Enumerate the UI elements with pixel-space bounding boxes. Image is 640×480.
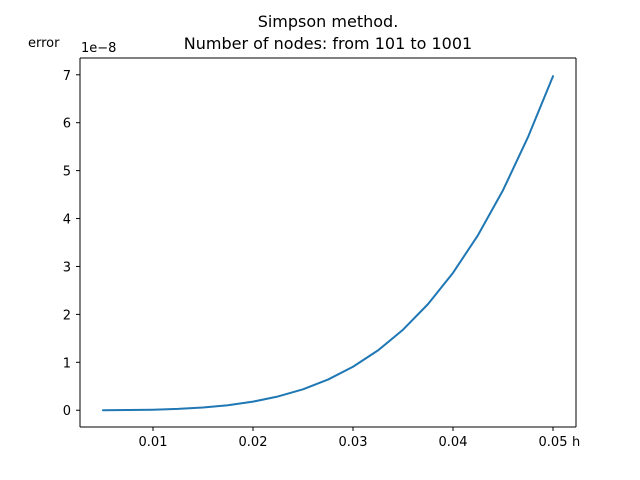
y-tick-label: 4 [63, 213, 71, 228]
chart-title-line-2: Number of nodes: from 101 to 1001 [184, 34, 472, 53]
y-tick-label: 1 [63, 356, 71, 371]
x-tick-label: 0.05 [539, 435, 568, 450]
x-tick-label: 0.04 [439, 435, 468, 450]
series-group [102, 75, 554, 412]
y-tick-label: 2 [63, 308, 71, 323]
y-axis-ticks: 0 1 2 3 4 5 6 7 [63, 69, 80, 419]
y-axis-label: error [28, 36, 60, 51]
x-axis-label: h [572, 435, 580, 450]
y-axis-offset-label: 1e−8 [81, 41, 116, 56]
y-tick-label: 6 [63, 117, 71, 132]
series-line-error [102, 75, 554, 412]
y-tick-label: 7 [63, 69, 71, 84]
y-tick-label: 3 [63, 260, 71, 275]
chart-title-line-1: Simpson method. [258, 12, 399, 31]
y-tick-label: 5 [63, 165, 71, 180]
x-tick-label: 0.02 [239, 435, 268, 450]
x-axis-ticks: 0.01 0.02 0.03 0.04 0.05 [139, 427, 568, 450]
x-tick-label: 0.01 [139, 435, 168, 450]
x-tick-label: 0.03 [339, 435, 368, 450]
y-tick-label: 0 [63, 404, 71, 419]
plot-frame [79, 57, 577, 428]
